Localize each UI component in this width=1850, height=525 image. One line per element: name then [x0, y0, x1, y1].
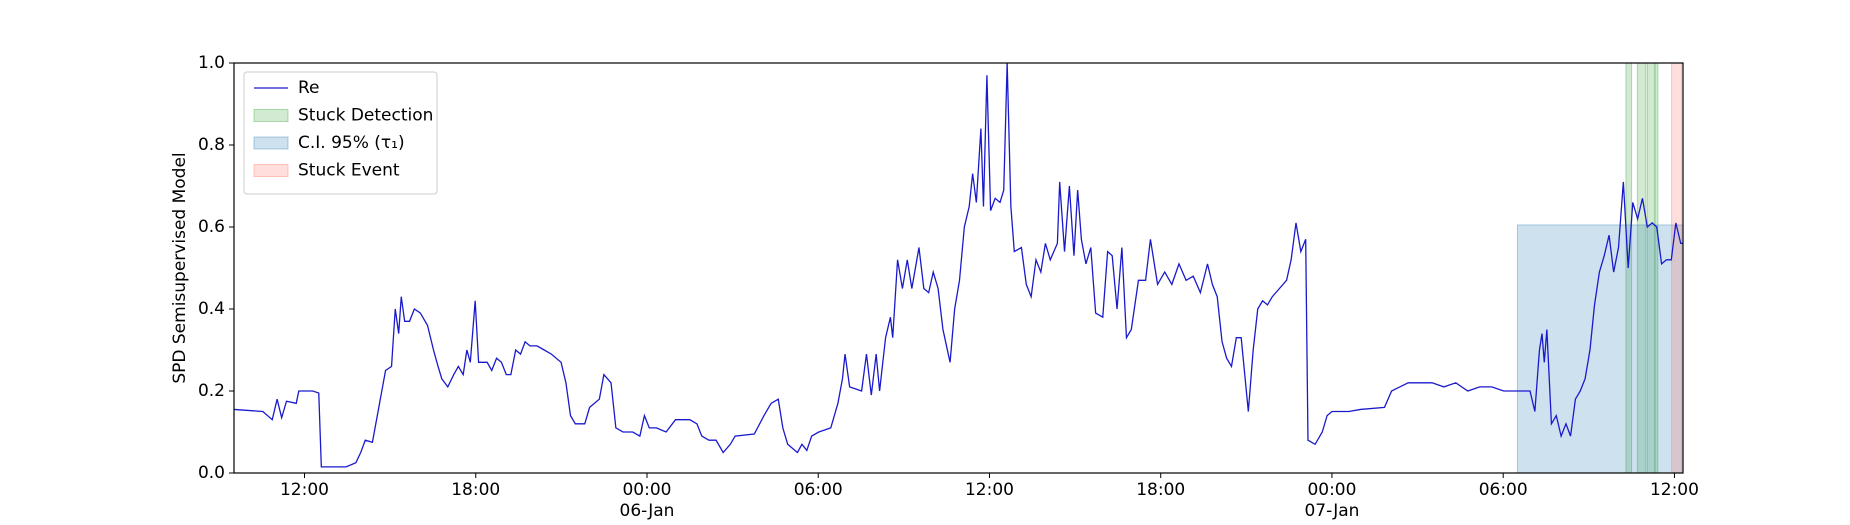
x-tick-label: 06:00: [1479, 480, 1528, 500]
y-tick-label: 0.4: [198, 299, 225, 319]
x-tick-date: 07-Jan: [1304, 501, 1359, 521]
legend: Re Stuck Detection C.I. 95% (τ₁) Stuck Even…: [243, 71, 438, 195]
y-tick-label: 0.8: [198, 135, 225, 155]
legend-label: Re: [298, 78, 320, 98]
legend-label: Stuck Event: [298, 161, 400, 181]
y-tick-label: 0.2: [198, 381, 225, 401]
y-tick-label: 0.6: [198, 217, 225, 237]
legend-label: C.I. 95% (τ₁): [298, 133, 405, 153]
span: [1671, 62, 1683, 474]
legend-swatch: [253, 136, 289, 150]
x-tick-date: 06-Jan: [620, 501, 675, 521]
x-tick-label: 06:00: [794, 480, 843, 500]
x-tick-label: 00:00: [1307, 480, 1356, 500]
x-tick-label: 00:00: [622, 480, 671, 500]
legend-label: Stuck Detection: [298, 106, 433, 126]
data-line: [233, 62, 1683, 468]
legend-swatch: [253, 164, 289, 177]
y-axis-label: SPD Semisupervised Model: [170, 152, 190, 383]
x-tick-label: 12:00: [965, 480, 1014, 500]
x-tick-label: 18:00: [451, 480, 500, 500]
x-tick-label: 12:00: [1650, 480, 1699, 500]
x-tick-label: 18:00: [1136, 480, 1185, 500]
legend-swatch: [253, 109, 289, 122]
y-tick-label: 1.0: [198, 53, 225, 73]
plot-frame: [233, 62, 1684, 474]
span: [1516, 224, 1684, 474]
x-tick-label: 12:00: [280, 480, 329, 500]
legend-box: [243, 71, 438, 195]
y-tick-label: 0.0: [198, 463, 225, 483]
